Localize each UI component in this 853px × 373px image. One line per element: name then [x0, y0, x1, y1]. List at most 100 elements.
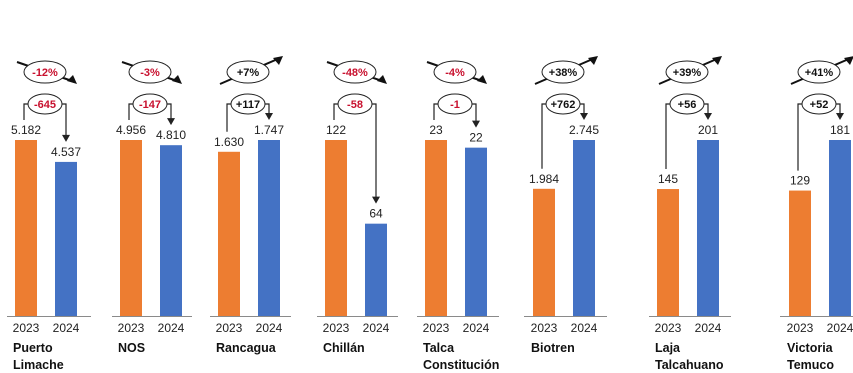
pct-value: -3% [140, 67, 160, 79]
data-label-2023: 145 [658, 172, 678, 186]
category-label: NOS [118, 341, 145, 355]
pct-value: +41% [805, 67, 834, 79]
diff-value: +56 [678, 99, 697, 111]
diff-value: -1 [450, 99, 460, 111]
bar-2023 [789, 190, 811, 316]
tick-label-2024: 2024 [827, 321, 853, 335]
pct-badge [23, 60, 67, 84]
diff-badge [801, 93, 837, 115]
data-label-2023: 23 [429, 123, 443, 137]
tick-label-2023: 2023 [118, 321, 145, 335]
diff-badge [132, 93, 168, 115]
bar-2023 [657, 189, 679, 316]
diff-value: +762 [551, 99, 576, 111]
tick-label-2023: 2023 [323, 321, 350, 335]
trend-arrow-head [67, 75, 77, 84]
tick-label-2023: 2023 [787, 321, 814, 335]
connector-arrowhead [704, 113, 712, 120]
data-label-2024: 4.810 [156, 128, 186, 142]
data-label-2024: 181 [830, 123, 850, 137]
bar-2023 [533, 188, 555, 316]
bar-2024 [829, 140, 851, 316]
bar-2024 [465, 147, 487, 316]
connector-arrowhead [167, 118, 175, 126]
chart-panel: 1.630 1.747 2023 2024 Rancagua +117 +7% [210, 56, 291, 355]
data-label-2024: 201 [698, 123, 718, 137]
data-label-2024: 1.747 [254, 123, 284, 137]
data-label-2023: 4.956 [116, 123, 146, 137]
tick-label-2024: 2024 [463, 321, 490, 335]
chart-panel: 5.182 4.537 2023 2024 Puerto Limache -645 -12% [7, 60, 91, 372]
pct-badge [128, 60, 172, 84]
connector-arrowhead [265, 113, 273, 120]
pct-badge [226, 60, 270, 84]
diff-value: +52 [810, 99, 829, 111]
category-label: Talca Constitución [423, 341, 499, 372]
bar-2024 [697, 140, 719, 316]
pct-value: -48% [342, 67, 368, 79]
chart-panel: 129 181 2023 2024 Victoria Temuco +52 +41% [780, 56, 853, 372]
bar-2023 [120, 140, 142, 316]
pct-value: +7% [237, 67, 260, 79]
pct-value: -12% [32, 67, 58, 79]
chart-panel: 1.984 2.745 2023 2024 Biotren +762 +38% [524, 56, 607, 355]
pct-badge [541, 60, 585, 84]
tick-label-2024: 2024 [53, 321, 80, 335]
tick-label-2024: 2024 [256, 321, 283, 335]
pct-value: +38% [549, 67, 578, 79]
pct-badge [433, 60, 477, 84]
data-label-2024: 64 [369, 207, 383, 221]
bar-2024 [55, 161, 77, 316]
chart-panel: 122 64 2023 2024 Chillán -58 -48% [317, 60, 398, 355]
connector-arrowhead [372, 196, 380, 204]
trend-arrow-head [273, 56, 283, 65]
pct-badge [333, 60, 377, 84]
trend-arrow-head [588, 56, 598, 65]
bar-2023 [15, 140, 37, 316]
trend-arrow-head [844, 56, 853, 65]
data-label-2023: 129 [790, 174, 810, 188]
data-label-2023: 1.984 [529, 172, 559, 186]
bar-2023 [325, 140, 347, 316]
diff-badge [230, 93, 266, 115]
data-label-2024: 2.745 [569, 123, 599, 137]
connector-arrowhead [472, 120, 480, 128]
pct-badge [797, 60, 841, 84]
trend-arrow-head [172, 75, 182, 84]
bar-2024 [573, 140, 595, 316]
tick-label-2023: 2023 [655, 321, 682, 335]
category-label: Rancagua [216, 341, 277, 355]
diff-badge [669, 93, 705, 115]
bar-2024 [160, 145, 182, 316]
chart-panel: 4.956 4.810 2023 2024 NOS -147 -3% [112, 60, 192, 355]
data-label-2024: 22 [469, 131, 483, 145]
category-label: Biotren [531, 341, 575, 355]
category-label: Laja Talcahuano [655, 341, 724, 372]
category-label: Puerto Limache [13, 341, 64, 372]
trend-arrow-head [377, 75, 387, 84]
trend-arrow-head [712, 56, 722, 65]
bar-2024 [258, 140, 280, 316]
diff-value: -58 [347, 99, 363, 111]
data-label-2024: 4.537 [51, 145, 81, 159]
diff-badge [337, 93, 373, 115]
connector-arrowhead [580, 113, 588, 120]
connector-arrowhead [836, 113, 844, 120]
category-label: Victoria Temuco [787, 341, 834, 372]
bar-2024 [365, 223, 387, 316]
tick-label-2023: 2023 [423, 321, 450, 335]
tick-label-2024: 2024 [695, 321, 722, 335]
data-label-2023: 5.182 [11, 123, 41, 137]
diff-badge [27, 93, 63, 115]
data-label-2023: 122 [326, 123, 346, 137]
diff-value: +117 [236, 99, 260, 111]
pct-badge [665, 60, 709, 84]
category-label: Chillán [323, 341, 365, 355]
tick-label-2023: 2023 [13, 321, 40, 335]
pct-value: -4% [445, 67, 465, 79]
tick-label-2024: 2024 [363, 321, 390, 335]
trend-arrow-head [477, 75, 487, 84]
data-label-2023: 1.630 [214, 135, 244, 149]
